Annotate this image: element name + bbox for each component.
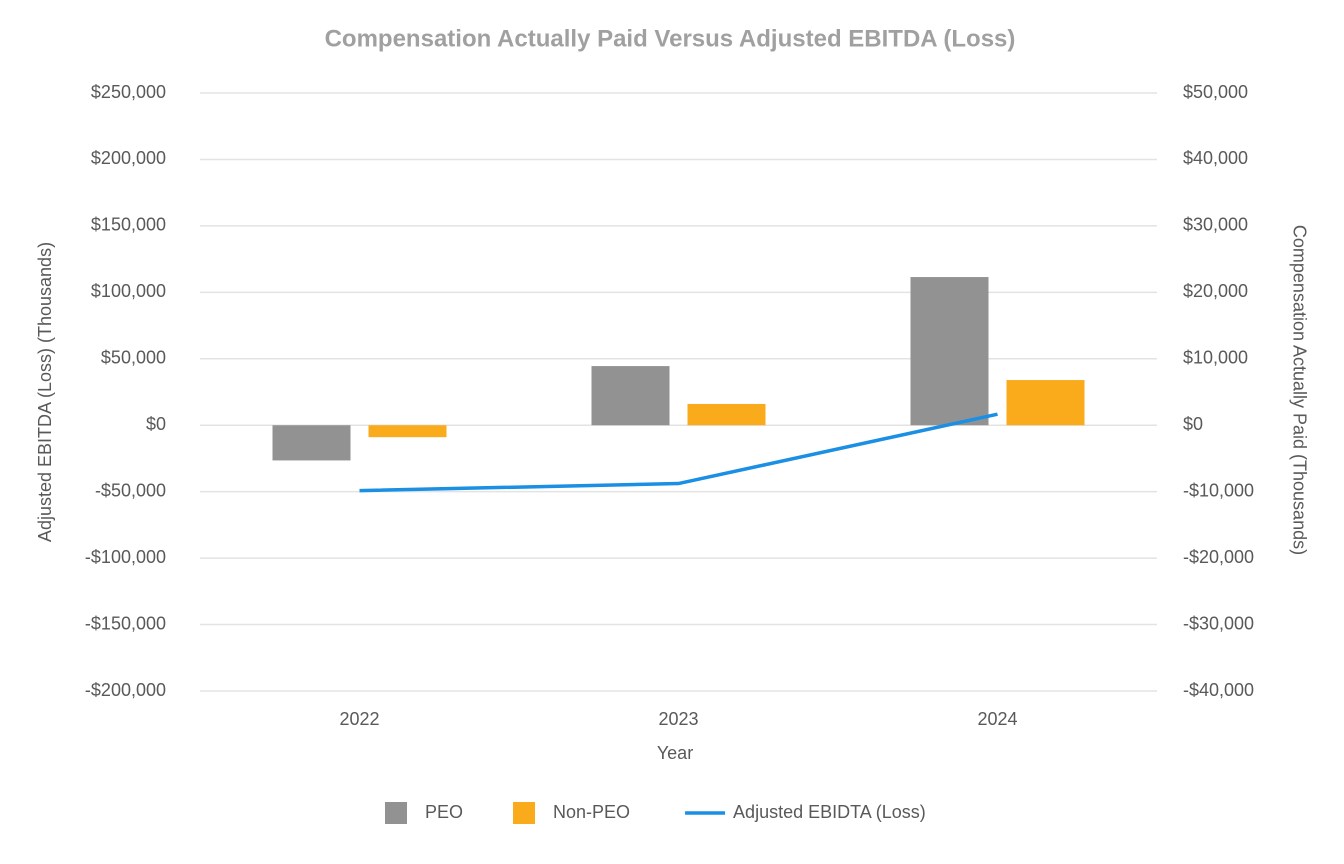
bar xyxy=(272,425,351,461)
x-tick-label: 2022 xyxy=(339,709,379,729)
legend-label: Adjusted EBIDTA (Loss) xyxy=(733,802,926,822)
y-tick-label: -$200,000 xyxy=(85,680,166,700)
bar xyxy=(368,425,447,438)
x-axis-title: Year xyxy=(657,743,693,763)
bar xyxy=(910,277,989,426)
y-tick-label: $100,000 xyxy=(91,281,166,301)
y2-tick-label: $40,000 xyxy=(1183,148,1248,168)
y2-tick-label: -$20,000 xyxy=(1183,547,1254,567)
y-tick-label: -$150,000 xyxy=(85,613,166,633)
y2-tick-label: $0 xyxy=(1183,414,1203,434)
y2-tick-label: $10,000 xyxy=(1183,348,1248,368)
bar xyxy=(591,366,670,426)
y-axis-title: Adjusted EBITDA (Loss) (Thousands) xyxy=(35,242,55,542)
y2-tick-label: -$40,000 xyxy=(1183,680,1254,700)
y-tick-label: $200,000 xyxy=(91,148,166,168)
y-tick-label: $250,000 xyxy=(91,82,166,102)
y2-tick-label: $30,000 xyxy=(1183,215,1248,235)
x-tick-label: 2024 xyxy=(977,709,1017,729)
y-tick-label: $50,000 xyxy=(101,348,166,368)
y-tick-label: -$50,000 xyxy=(95,480,166,500)
y2-axis-title: Compensation Actually Paid (Thousands) xyxy=(1289,225,1309,555)
y2-tick-label: -$30,000 xyxy=(1183,613,1254,633)
x-tick-label: 2023 xyxy=(658,709,698,729)
y-tick-label: $0 xyxy=(146,414,166,434)
legend-label: PEO xyxy=(425,802,463,822)
line xyxy=(359,412,998,493)
y2-tick-label: -$10,000 xyxy=(1183,480,1254,500)
y2-tick-label: $50,000 xyxy=(1183,82,1248,102)
y-tick-label: -$100,000 xyxy=(85,547,166,567)
y-tick-label: $150,000 xyxy=(91,215,166,235)
legend-swatch xyxy=(385,802,407,824)
legend-label: Non-PEO xyxy=(553,802,630,822)
bar xyxy=(687,403,766,426)
legend-swatch xyxy=(513,802,536,824)
bar xyxy=(1006,380,1085,426)
y2-tick-label: $20,000 xyxy=(1183,281,1248,301)
chart-title: Compensation Actually Paid Versus Adjust… xyxy=(325,25,1016,52)
